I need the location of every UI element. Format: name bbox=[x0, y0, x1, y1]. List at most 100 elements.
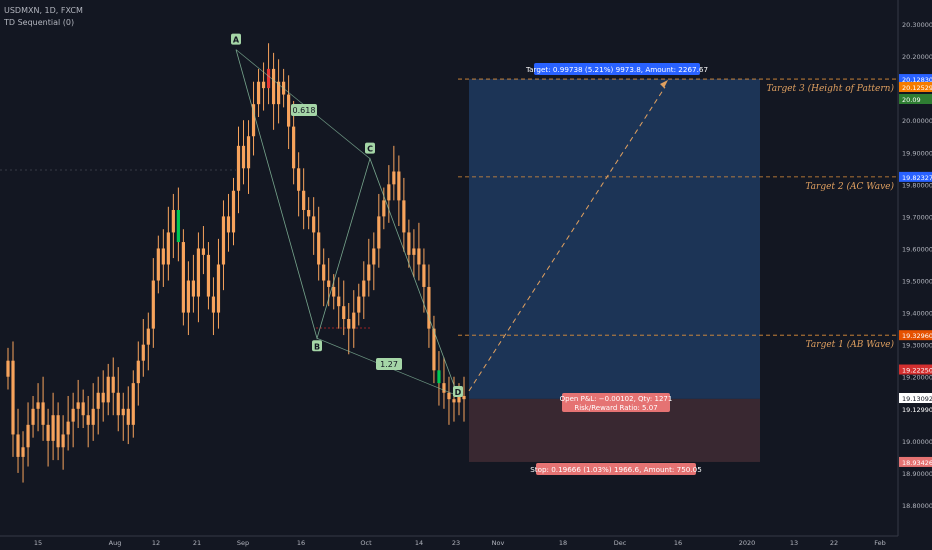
price-tick-label: 19.40000 bbox=[902, 310, 932, 318]
target-level-label-1: Target 3 (Height of Pattern) bbox=[766, 83, 894, 94]
price-tag-box-4 bbox=[899, 393, 932, 403]
candle-body bbox=[266, 68, 271, 89]
time-tick-label: 18 bbox=[559, 539, 567, 547]
price-tick-label: 18.90000 bbox=[902, 470, 932, 478]
pattern-point-D-label: D bbox=[455, 388, 462, 397]
candle-body bbox=[452, 399, 456, 403]
pnl-label-box bbox=[562, 393, 670, 412]
candle-body bbox=[362, 280, 366, 297]
candle-body bbox=[417, 248, 421, 265]
candle-body bbox=[71, 408, 75, 422]
time-tick-label: 16 bbox=[674, 539, 682, 547]
time-tick-label: Dec bbox=[614, 539, 627, 547]
projection-arrow-head bbox=[660, 80, 668, 88]
candle-body bbox=[387, 184, 391, 201]
candle-body bbox=[206, 254, 211, 297]
time-tick-label: Nov bbox=[492, 539, 505, 547]
price-tick-label: 20.20000 bbox=[902, 53, 932, 61]
candle-body bbox=[327, 280, 331, 287]
candle-body bbox=[357, 296, 361, 313]
candle-body bbox=[347, 319, 351, 329]
pattern-point-A-marker bbox=[231, 33, 241, 45]
price-tag-1: 20.12529 bbox=[902, 84, 932, 92]
candle-body bbox=[337, 296, 341, 307]
candle-body bbox=[211, 296, 216, 313]
candle-body bbox=[377, 216, 381, 249]
candle-body bbox=[307, 209, 311, 217]
price-tick-label: 19.70000 bbox=[902, 213, 932, 221]
risk-reward-label: Risk/Reward Ratio: 5.07 bbox=[574, 404, 657, 412]
candle-body bbox=[312, 216, 316, 233]
fib-ratio-label-1: 0.618 bbox=[293, 106, 316, 115]
time-tick-label: 2020 bbox=[739, 539, 756, 547]
price-tick-label: 18.80000 bbox=[902, 502, 932, 510]
price-tick-label: 20.00000 bbox=[902, 117, 932, 125]
pattern-point-D-marker bbox=[453, 385, 463, 397]
price-tag-5: 19.12990 bbox=[902, 406, 932, 414]
candle-body bbox=[256, 81, 261, 105]
price-tag-4: 19.13092 bbox=[902, 395, 932, 403]
level-price-tag-box-2 bbox=[899, 171, 932, 182]
level-price-tag-2: 19.82327 bbox=[902, 174, 932, 182]
candle-body bbox=[46, 424, 50, 441]
candle-body bbox=[407, 232, 411, 255]
candle-body bbox=[261, 81, 266, 89]
candle-body bbox=[236, 145, 241, 191]
candle-body bbox=[16, 434, 20, 457]
price-tick-label: 19.90000 bbox=[902, 149, 932, 157]
candle-body bbox=[36, 402, 40, 409]
candle-body bbox=[176, 209, 180, 243]
target-label: Target: 0.99738 (5.21%) 9973.8, Amount: … bbox=[525, 65, 708, 74]
candle-body bbox=[246, 136, 251, 169]
pattern-point-C-label: C bbox=[367, 145, 373, 154]
candle-body bbox=[342, 306, 346, 320]
pattern-point-B-label: B bbox=[314, 342, 320, 351]
candle-body bbox=[412, 248, 416, 255]
candle-body bbox=[447, 392, 451, 400]
candle-body bbox=[146, 328, 150, 345]
symbol-title: USDMXN, 1D, FXCM bbox=[4, 6, 83, 15]
candle-body bbox=[427, 286, 431, 329]
stop-label: Stop: 0.19666 (1.03%) 1966.6, Amount: 75… bbox=[530, 465, 702, 474]
price-tick-label: 20.30000 bbox=[902, 21, 932, 29]
candle-body bbox=[106, 376, 110, 403]
candle-body bbox=[66, 421, 70, 435]
candle-body bbox=[332, 286, 336, 297]
price-tick-label: 19.60000 bbox=[902, 245, 932, 253]
candle-body bbox=[121, 408, 125, 416]
candle-body bbox=[422, 264, 426, 287]
price-tag-box-2 bbox=[899, 94, 932, 104]
candle-body bbox=[51, 415, 55, 441]
candle-body bbox=[171, 209, 175, 233]
level-price-tag-box-1 bbox=[899, 74, 932, 85]
candle-body bbox=[61, 434, 65, 448]
candle-body bbox=[196, 248, 201, 297]
fib-ratio-box-2 bbox=[376, 358, 402, 370]
candle-body bbox=[151, 280, 155, 329]
candle-body bbox=[231, 190, 236, 233]
candle-body bbox=[317, 232, 321, 265]
candle-body bbox=[372, 248, 376, 265]
candle-body bbox=[101, 392, 105, 403]
candle-body bbox=[131, 383, 135, 425]
candle-body bbox=[432, 328, 436, 371]
projection-arrow bbox=[468, 86, 666, 392]
price-tag-6: 18.93426 bbox=[902, 459, 932, 467]
candle-body bbox=[402, 200, 406, 233]
time-tick-label: 22 bbox=[830, 539, 838, 547]
time-tick-label: Oct bbox=[360, 539, 372, 547]
candle-body bbox=[136, 360, 140, 384]
candle-body bbox=[251, 104, 256, 137]
candle-body bbox=[276, 81, 281, 105]
price-tag-3: 19.22250 bbox=[902, 367, 932, 375]
candle-body bbox=[6, 360, 10, 377]
price-tag-2: 20.09 bbox=[902, 96, 921, 104]
candle-body bbox=[76, 402, 80, 409]
time-tick-label: 23 bbox=[452, 539, 460, 547]
candle-body bbox=[186, 280, 190, 313]
time-tick-label: 12 bbox=[152, 539, 160, 547]
candle-body bbox=[56, 415, 60, 448]
time-tick-label: 16 bbox=[297, 539, 305, 547]
